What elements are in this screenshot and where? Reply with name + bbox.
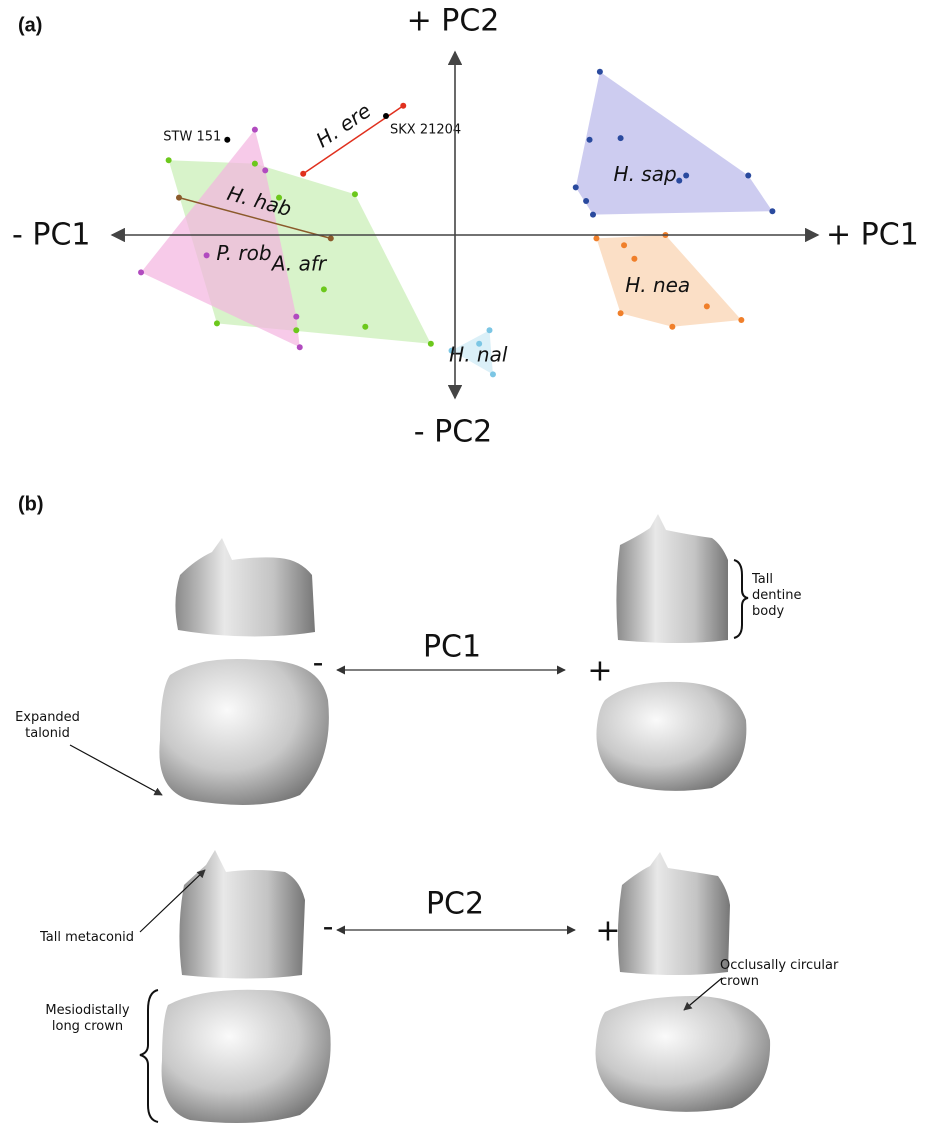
x-axis-label: - PC1 [12,218,91,253]
point [486,327,493,334]
point [572,184,579,191]
point [213,320,220,327]
point [593,235,600,242]
point [683,172,690,179]
point [165,157,172,164]
point [631,255,638,262]
point [676,177,683,184]
group-label: H. nea [625,273,690,297]
brace [733,559,749,639]
pc2-label: PC2 [426,887,484,922]
note-box: Tall metaconid [40,930,135,945]
note-box: Expanded talonid [15,710,80,741]
x-axis-label: + PC1 [826,218,919,253]
point [669,323,676,330]
point [621,242,628,249]
note: Tall dentine body [752,572,802,619]
point [590,211,596,218]
point [293,313,300,320]
point [224,136,231,143]
point [703,303,710,310]
specimen-label: STW 151 [163,129,221,144]
note-arrow [139,869,206,933]
group-label: P. rob [216,241,271,265]
point [327,235,334,242]
point [617,310,624,317]
point [583,198,590,204]
group-label: A. afr [270,251,328,275]
panel-label: (a) [18,14,42,36]
point [489,371,496,378]
tooth-images [159,514,771,1124]
point [296,344,303,351]
point [362,323,369,330]
group-label: H. sap [614,162,677,186]
convex-hull [575,71,773,215]
point [176,194,182,201]
pc1-label: PC1 [423,630,481,665]
group-label: H. nal [449,342,508,366]
point [400,102,407,109]
point [427,340,434,347]
note: Mesiodistally long crown [45,1003,130,1034]
point [251,160,258,167]
point [596,68,603,75]
specimen-label: SKX 21204 [390,123,461,138]
point [251,126,258,133]
point [300,170,307,177]
point [769,208,776,215]
note: Occlusally circular crown [720,958,839,989]
point [383,113,389,119]
note-arrow [683,977,723,1011]
convex-hull [451,330,493,375]
hull-layer [141,71,773,375]
point [745,172,752,179]
point [586,136,593,143]
point [138,269,145,276]
note-box: Tall dentine body [752,572,802,619]
point [276,194,283,201]
point [476,340,483,347]
y-axis-label: - PC2 [414,415,493,450]
note: Expanded talonid [15,710,80,741]
minus-sign: - [313,646,324,681]
y-axis-label: + PC2 [407,4,500,39]
point [293,327,300,334]
point [262,167,269,174]
point [203,252,210,259]
point [617,135,624,142]
note-arrow [69,744,163,796]
plus-sign: + [595,914,620,949]
point [738,317,745,323]
panel-label: (b) [18,493,44,515]
point [320,286,327,293]
group-label: H. ere [312,98,376,152]
brace [139,989,159,1123]
note-box: Occlusally circular crown [720,958,839,989]
plus-sign: + [587,654,612,689]
note: Tall metaconid [40,930,135,945]
note-box: Mesiodistally long crown [45,1003,130,1034]
point-layer [138,68,776,378]
minus-sign: - [323,910,334,945]
point [351,191,358,198]
